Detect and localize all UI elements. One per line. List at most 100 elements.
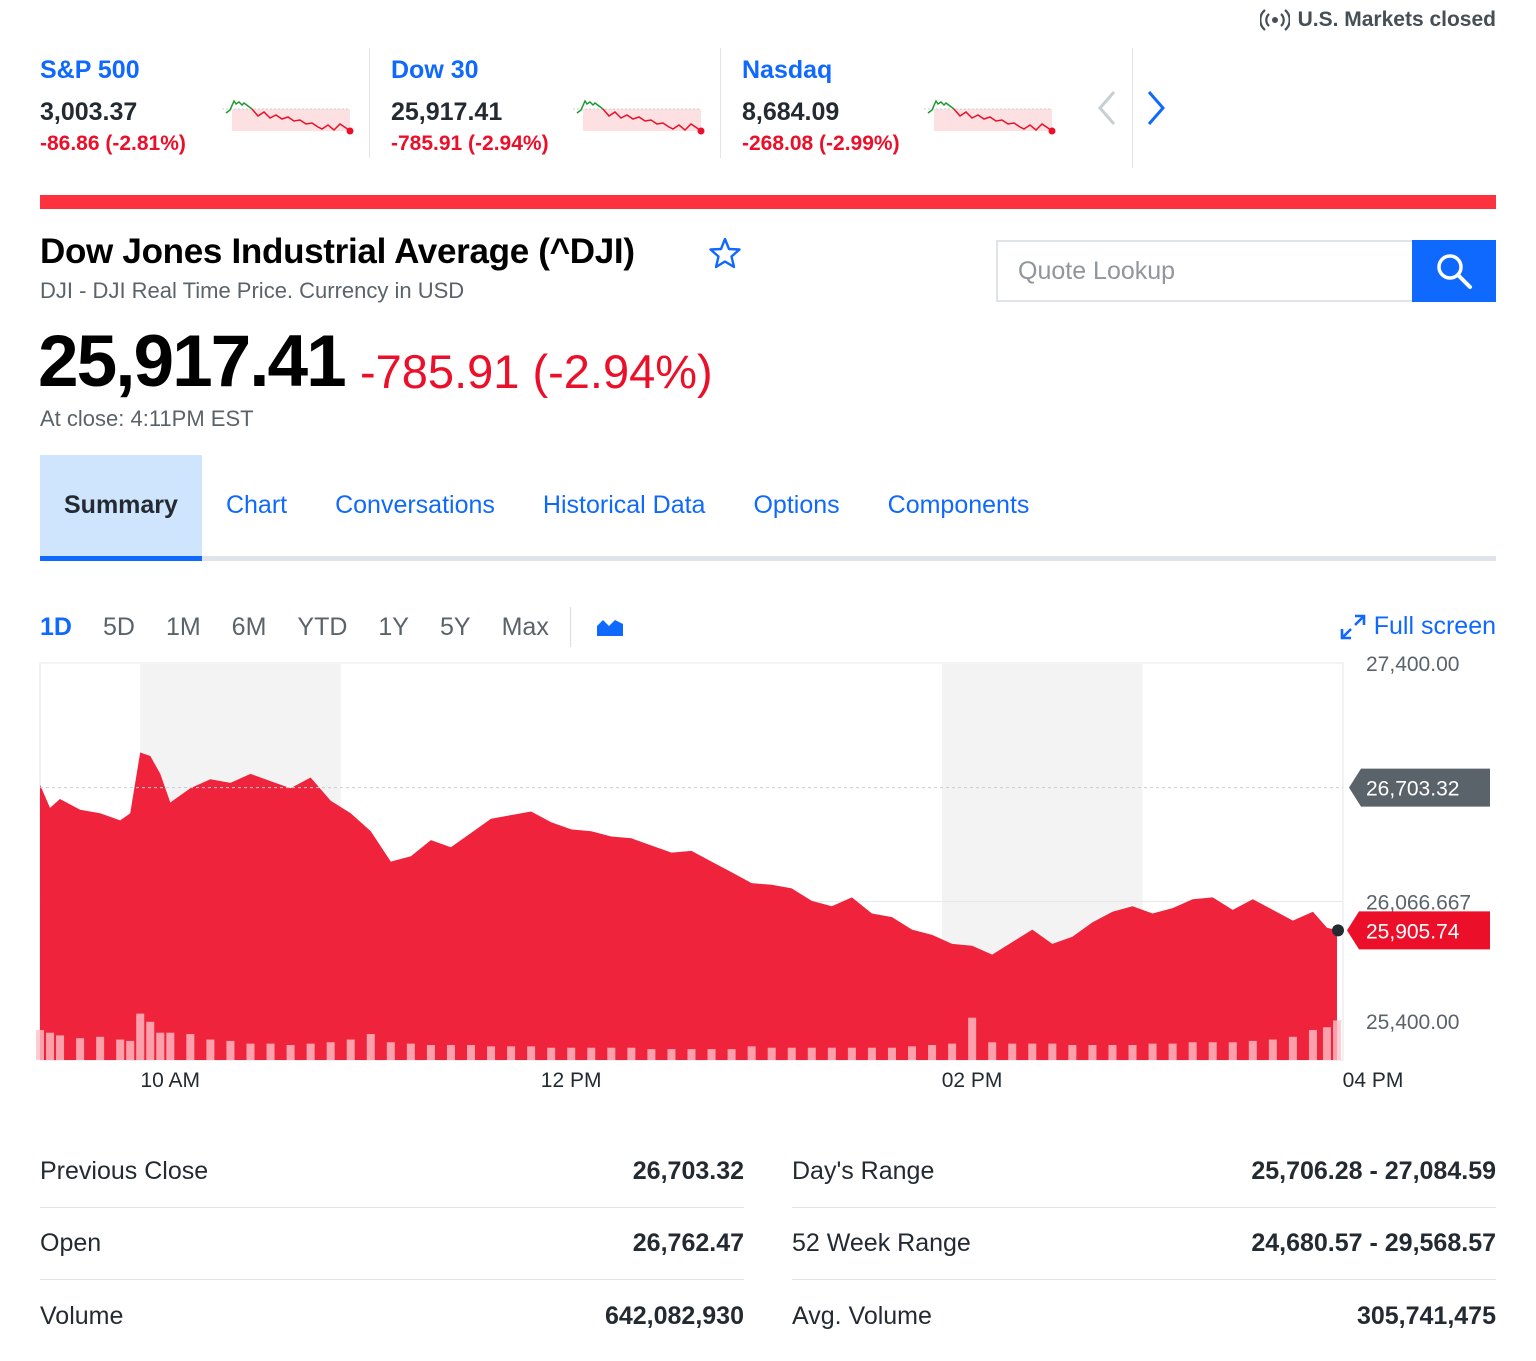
- volume-bar: [487, 1046, 496, 1060]
- ticker-dow30[interactable]: Dow 30 25,917.41 -785.91 (-2.94%): [391, 48, 721, 160]
- volume-bar: [787, 1047, 796, 1060]
- volume-bar: [426, 1044, 435, 1060]
- sparkline: [924, 99, 1056, 135]
- quote-tabs: Summary Chart Conversations Historical D…: [40, 455, 1496, 561]
- tab-summary[interactable]: Summary: [40, 455, 202, 561]
- volume-bar: [286, 1044, 295, 1060]
- stat-value: 26,762.47: [632, 1229, 744, 1257]
- ticker-divider: [1132, 48, 1133, 168]
- ticker-divider: [720, 48, 721, 158]
- range-6m[interactable]: 6M: [231, 612, 267, 641]
- ticker-price: 3,003.37: [40, 98, 138, 126]
- ticker-change: -86.86 (-2.81%): [40, 132, 186, 155]
- range-1d[interactable]: 1D: [40, 612, 72, 641]
- quote-subtitle: DJI - DJI Real Time Price. Currency in U…: [40, 278, 465, 303]
- ticker-change: -268.08 (-2.99%): [742, 132, 900, 155]
- price-chart[interactable]: 27,400.00 26,066.667 25,400.00 10 AM 12 PM 02…: [0, 655, 1536, 1105]
- range-5d[interactable]: 5D: [102, 612, 135, 641]
- range-5y[interactable]: 5Y: [440, 612, 471, 641]
- volume-bar: [647, 1049, 656, 1060]
- previous-close-flag-label: 26,703.32: [1366, 778, 1459, 801]
- close-time: At close: 4:11PM EST: [40, 406, 254, 431]
- volume-bar: [306, 1043, 315, 1060]
- tab-conversations[interactable]: Conversations: [335, 491, 495, 519]
- stat-row: Open 26,762.47: [40, 1208, 744, 1280]
- range-divider: [569, 607, 571, 647]
- volume-bar: [948, 1043, 957, 1060]
- volume-bar: [1208, 1042, 1217, 1060]
- search-icon: [1437, 254, 1472, 289]
- volume-bar: [1048, 1043, 1057, 1060]
- volume-bar: [747, 1046, 756, 1060]
- stat-row: Avg. Volume 305,741,475: [792, 1280, 1496, 1352]
- broadcast-icon: [1259, 9, 1290, 31]
- range-max[interactable]: Max: [501, 612, 549, 641]
- volume-bar: [1148, 1043, 1157, 1060]
- ticker-name[interactable]: Dow 30: [391, 56, 479, 84]
- volume-bar: [76, 1038, 85, 1060]
- previous-close-flag: [1349, 768, 1490, 807]
- volume-bar: [507, 1046, 516, 1060]
- star-icon[interactable]: [708, 236, 742, 270]
- ticker-name[interactable]: S&P 500: [40, 56, 140, 84]
- volume-bar: [968, 1017, 977, 1060]
- volume-bar: [116, 1039, 125, 1060]
- area-chart-icon[interactable]: [595, 616, 625, 638]
- ticker-name[interactable]: Nasdaq: [742, 56, 833, 84]
- quote-change: -785.91 (-2.94%): [360, 345, 713, 398]
- stat-value: 642,082,930: [604, 1301, 744, 1330]
- fullscreen-button[interactable]: Full screen: [1340, 612, 1496, 641]
- fullscreen-label: Full screen: [1373, 612, 1496, 640]
- tab-options[interactable]: Options: [753, 491, 840, 519]
- last-price-flag-label: 25,905.74: [1366, 920, 1460, 943]
- ticker-nasdaq[interactable]: Nasdaq 8,684.09 -268.08 (-2.99%): [742, 48, 1072, 160]
- volume-bar: [867, 1047, 876, 1060]
- ticker-sp500[interactable]: S&P 500 3,003.37 -86.86 (-2.81%): [40, 48, 370, 160]
- x-tick-label: 02 PM: [942, 1069, 1003, 1092]
- volume-bar: [767, 1047, 776, 1060]
- volume-bar: [667, 1049, 676, 1060]
- volume-bar: [928, 1044, 937, 1060]
- range-1m[interactable]: 1M: [165, 612, 201, 641]
- stat-value: 25,706.28 - 27,084.59: [1251, 1157, 1496, 1185]
- stat-label: Volume: [40, 1301, 124, 1330]
- stat-label: Previous Close: [40, 1157, 209, 1185]
- volume-bar: [687, 1049, 696, 1060]
- range-selector: 1D 5D 1M 6M YTD 1Y 5Y Max: [40, 605, 625, 649]
- ticker-prev-button[interactable]: [1094, 86, 1120, 130]
- search-input[interactable]: [996, 240, 1412, 302]
- volume-bar: [847, 1047, 856, 1060]
- volume-bar: [547, 1047, 556, 1060]
- ticker-next-button[interactable]: [1143, 86, 1169, 130]
- volume-bar: [727, 1049, 736, 1060]
- stat-value: 26,703.32: [632, 1157, 744, 1185]
- volume-bar: [627, 1047, 636, 1060]
- stat-row: Volume 642,082,930: [40, 1280, 744, 1352]
- volume-bar: [607, 1047, 616, 1060]
- tab-components[interactable]: Components: [887, 491, 1030, 519]
- volume-bar: [346, 1039, 355, 1060]
- volume-bar: [1108, 1044, 1117, 1060]
- volume-bar: [1088, 1044, 1097, 1060]
- range-1y[interactable]: 1Y: [378, 612, 409, 641]
- chevron-right-icon: [1147, 91, 1165, 125]
- ticker-change: -785.91 (-2.94%): [391, 132, 549, 155]
- tab-historical-data[interactable]: Historical Data: [542, 491, 706, 519]
- tab-chart[interactable]: Chart: [225, 491, 288, 519]
- volume-bar: [1332, 1020, 1341, 1060]
- volume-bar: [126, 1040, 135, 1060]
- price-chart-svg[interactable]: 27,400.00 26,066.667 25,400.00 10 AM 12 PM 02…: [0, 655, 1536, 1105]
- y-tick-label: 26,066.667: [1366, 892, 1471, 915]
- last-price-flag: [1347, 911, 1490, 950]
- range-ytd[interactable]: YTD: [297, 612, 348, 641]
- volume-bar: [1308, 1029, 1317, 1060]
- stat-value: 305,741,475: [1356, 1301, 1496, 1330]
- volume-bar: [206, 1039, 215, 1060]
- volume-bar: [807, 1047, 816, 1060]
- search-button[interactable]: [1412, 240, 1496, 302]
- ticker-price: 25,917.41: [391, 98, 503, 126]
- volume-bar: [246, 1043, 255, 1060]
- volume-bar: [466, 1044, 475, 1060]
- volume-bar: [1128, 1044, 1137, 1060]
- ticker-strip: S&P 500 3,003.37 -86.86 (-2.81%) Dow 30 …: [40, 48, 1165, 168]
